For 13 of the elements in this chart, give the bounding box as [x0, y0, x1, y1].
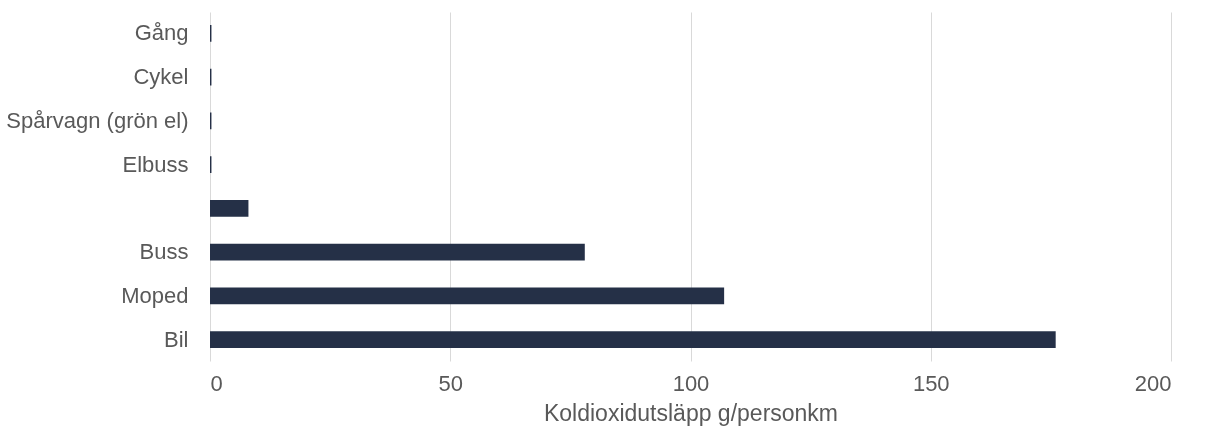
y-tick-label: Elbuss	[122, 151, 189, 177]
x-tick-label: 50	[438, 370, 463, 396]
y-tick-label: Spårvagn (grön el)	[6, 107, 189, 133]
x-tick-label: 200	[1134, 370, 1172, 396]
x-tick-label: 100	[672, 370, 710, 396]
y-tick-label: Cykel	[133, 64, 189, 90]
x-axis-title: Koldioxidutsläpp g/personkm	[543, 399, 839, 426]
x-tick-label: 0	[210, 370, 223, 396]
y-tick-label: Bil	[164, 326, 189, 352]
y-tick-label: Gång	[134, 20, 189, 46]
y-tick-label: Moped	[121, 282, 189, 308]
y-tick-label: Buss	[139, 239, 189, 265]
x-tick-label: 150	[912, 370, 950, 396]
